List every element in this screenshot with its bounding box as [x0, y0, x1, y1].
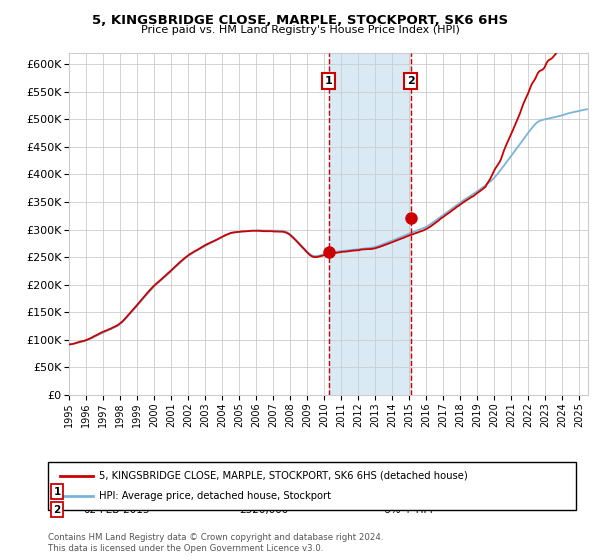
Text: £260,000: £260,000 — [239, 487, 289, 497]
Text: 2: 2 — [53, 505, 61, 515]
Text: Price paid vs. HM Land Registry's House Price Index (HPI): Price paid vs. HM Land Registry's House … — [140, 25, 460, 35]
Text: Contains HM Land Registry data © Crown copyright and database right 2024.
This d: Contains HM Land Registry data © Crown c… — [48, 533, 383, 553]
Text: 02-FEB-2015: 02-FEB-2015 — [84, 505, 150, 515]
Text: 1: 1 — [53, 487, 61, 497]
Text: £320,000: £320,000 — [239, 505, 289, 515]
Text: 1: 1 — [325, 76, 332, 86]
Text: 2% ↓ HPI: 2% ↓ HPI — [383, 487, 433, 497]
Bar — [329, 53, 410, 395]
Text: HPI: Average price, detached house, Stockport: HPI: Average price, detached house, Stoc… — [99, 491, 331, 501]
Text: 01-APR-2010: 01-APR-2010 — [83, 487, 151, 497]
Text: 2: 2 — [407, 76, 415, 86]
Text: 5, KINGSBRIDGE CLOSE, MARPLE, STOCKPORT, SK6 6HS: 5, KINGSBRIDGE CLOSE, MARPLE, STOCKPORT,… — [92, 14, 508, 27]
Text: 6% ↑ HPI: 6% ↑ HPI — [383, 505, 433, 515]
Text: 5, KINGSBRIDGE CLOSE, MARPLE, STOCKPORT, SK6 6HS (detached house): 5, KINGSBRIDGE CLOSE, MARPLE, STOCKPORT,… — [99, 471, 468, 481]
